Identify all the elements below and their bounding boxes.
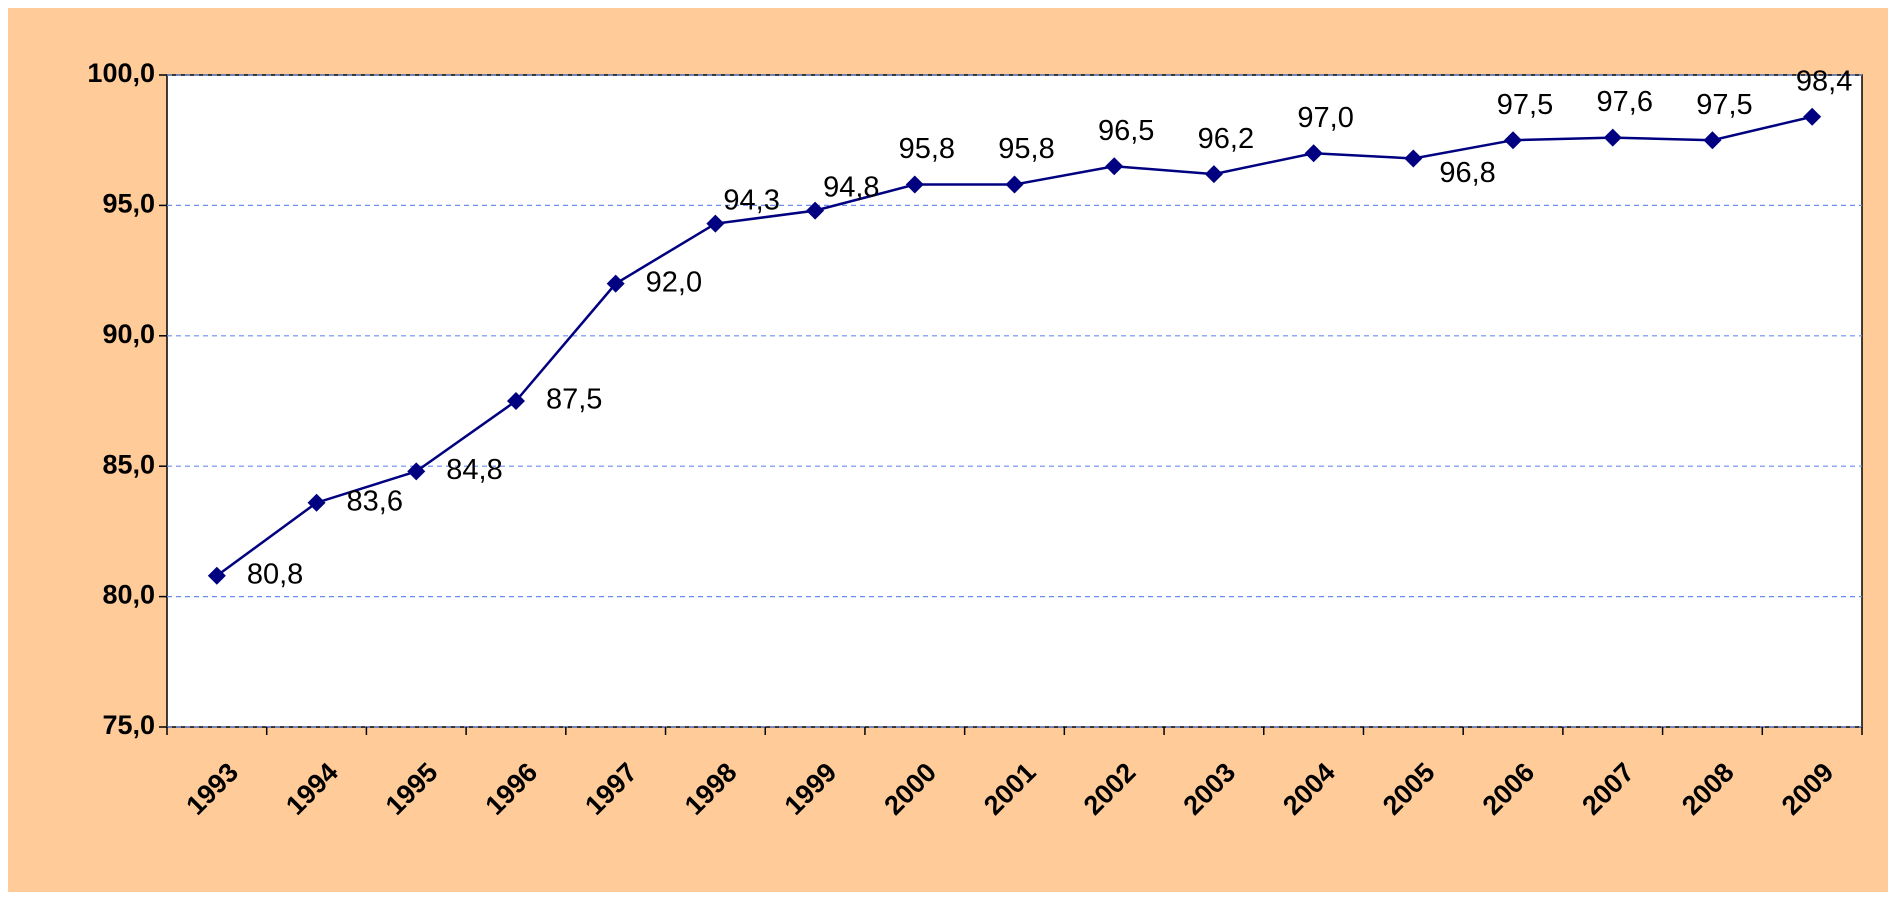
data-label: 97,5 — [1696, 89, 1752, 121]
y-tick-label: 85,0 — [102, 449, 155, 479]
data-point — [1504, 131, 1523, 150]
y-tick-label: 95,0 — [102, 189, 155, 219]
data-point — [307, 493, 326, 512]
plot-area — [166, 74, 1863, 728]
data-label: 94,3 — [723, 184, 779, 216]
data-point — [1105, 157, 1124, 176]
data-point — [1005, 175, 1024, 194]
data-label: 83,6 — [347, 485, 403, 517]
data-point — [1304, 144, 1323, 163]
data-label: 95,8 — [899, 133, 955, 165]
data-point — [1404, 149, 1423, 168]
data-point — [1703, 131, 1722, 150]
data-point — [806, 201, 825, 220]
data-label: 94,8 — [823, 171, 879, 203]
y-tick-label: 100,0 — [87, 58, 155, 88]
data-point — [1803, 107, 1822, 126]
data-label: 97,6 — [1597, 86, 1653, 118]
data-label: 92,0 — [646, 266, 702, 298]
y-tick-label: 80,0 — [102, 580, 155, 610]
data-label: 97,5 — [1497, 89, 1553, 121]
data-point — [407, 462, 426, 481]
data-label: 84,8 — [446, 454, 502, 486]
data-label: 96,5 — [1098, 115, 1154, 147]
data-point — [905, 175, 924, 194]
data-point — [706, 214, 725, 233]
data-point — [606, 274, 625, 293]
data-label: 97,0 — [1297, 102, 1353, 134]
y-tick-label: 75,0 — [102, 710, 155, 740]
data-label: 95,8 — [998, 133, 1054, 165]
data-label: 96,2 — [1198, 123, 1254, 155]
y-tick-label: 90,0 — [102, 319, 155, 349]
data-point — [1603, 128, 1622, 147]
data-label: 80,8 — [247, 558, 303, 590]
data-label: 98,4 — [1796, 65, 1852, 97]
data-point — [506, 392, 525, 410]
data-point — [207, 566, 226, 585]
data-label: 87,5 — [546, 384, 602, 416]
data-label: 96,8 — [1439, 157, 1495, 189]
data-point — [1204, 165, 1223, 184]
